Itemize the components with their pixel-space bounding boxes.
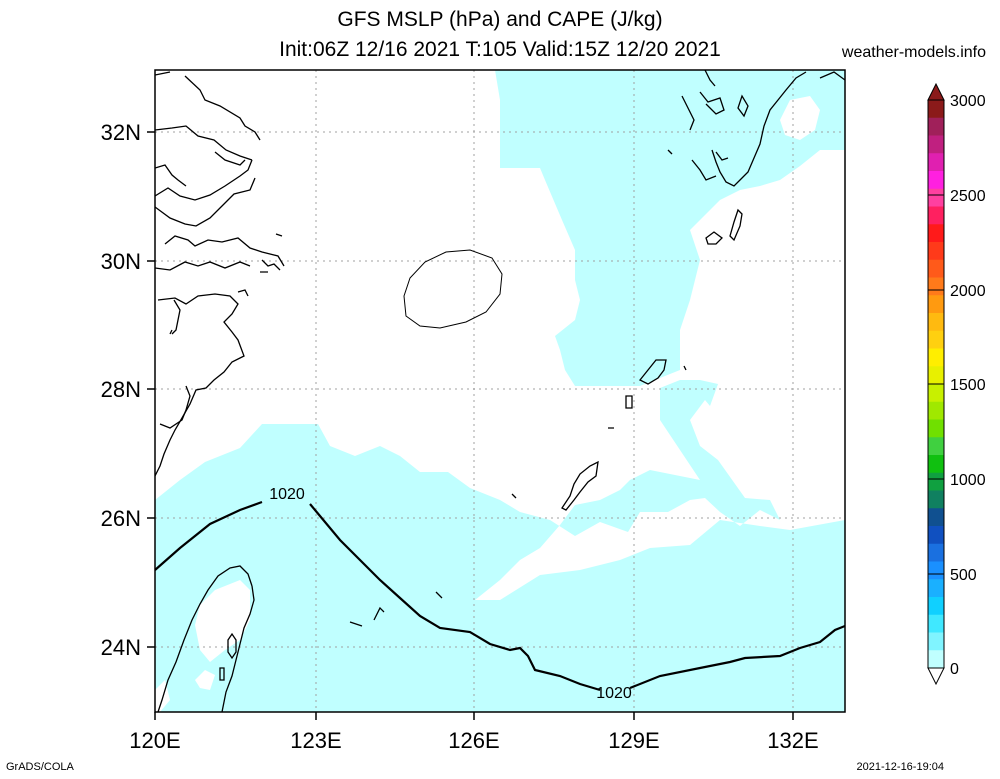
colorbar-swatch: [928, 508, 944, 527]
high-pressure-contour: [403, 249, 503, 329]
colorbar-swatch: [928, 259, 944, 278]
colorbar-swatch: [928, 188, 944, 207]
colorbar-swatch: [928, 171, 944, 190]
cape-region-west: [500, 70, 540, 168]
colorbar-swatch: [928, 597, 944, 616]
colorbar-label: 2500: [950, 188, 986, 205]
lon-label: 120E: [129, 728, 180, 753]
coast-taiwan-small: [219, 667, 225, 681]
colorbar-swatch: [928, 579, 944, 598]
isobar-1020: [155, 500, 845, 692]
colorbar-swatch: [928, 366, 944, 385]
colorbar-swatch: [928, 348, 944, 367]
colorbar-swatch: [928, 313, 944, 332]
colorbar-swatch: [928, 650, 944, 669]
colorbar-swatch: [928, 330, 944, 349]
colorbar-label: 1500: [950, 377, 986, 394]
colorbar-label: 2000: [950, 283, 986, 300]
colorbar-swatch: [928, 561, 944, 580]
colorbar-swatch: [928, 455, 944, 474]
colorbar-swatch: [928, 206, 944, 225]
graticule: [155, 70, 845, 712]
coast-amami: [349, 359, 687, 627]
cape-region-southeast: [155, 380, 845, 712]
colorbar-label: 1000: [950, 472, 986, 489]
isobar-label: 1020: [269, 486, 305, 503]
colorbar-label: 0: [950, 661, 959, 678]
lat-label: 24N: [101, 635, 141, 660]
colorbar-swatch: [928, 100, 944, 119]
colorbar-swatch: [928, 117, 944, 136]
colorbar-swatch: [928, 526, 944, 545]
map-frame: [154, 69, 846, 713]
lat-label: 26N: [101, 506, 141, 531]
cape-hole-taiwan-south: [195, 670, 215, 690]
lon-label: 129E: [608, 728, 659, 753]
colorbar-swatch: [928, 384, 944, 403]
cape-hole-taiwan-north: [210, 604, 232, 628]
axis-ticks: [147, 131, 794, 720]
coast-yakushima: [667, 149, 673, 155]
colorbar-swatch: [928, 632, 944, 651]
lat-label: 32N: [101, 120, 141, 145]
isobar-label: 1020: [596, 685, 632, 702]
isobar-layer: [155, 249, 845, 692]
colorbar-swatch: [928, 242, 944, 261]
coast-ryukyu-okinawa: [561, 460, 599, 511]
colorbar-swatch: [928, 437, 944, 456]
coast-islands-zhoushan: [237, 233, 283, 297]
coast-taiwan: [157, 565, 253, 712]
coastlines: [155, 70, 845, 712]
cape-hole-kyushu: [780, 96, 820, 140]
colorbar-label: 500: [950, 567, 977, 584]
coast-tanegashima: [705, 208, 743, 245]
colorbar-swatch: [928, 419, 944, 438]
colorbar-label: 3000: [950, 93, 986, 110]
lon-label: 123E: [290, 728, 341, 753]
lat-label: 28N: [101, 377, 141, 402]
coast-china-inner: [159, 299, 191, 429]
site-credit: weather-models.info: [841, 44, 986, 61]
chart-subtitle: Init:06Z 12/16 2021 T:105 Valid:15Z 12/2…: [279, 38, 721, 61]
colorbar: [927, 99, 945, 669]
colorbar-swatch: [928, 543, 944, 562]
lat-label: 30N: [101, 249, 141, 274]
coast-taiwan-east: [221, 585, 255, 712]
coast-kyushu: [681, 70, 845, 187]
colorbar-swatch: [928, 614, 944, 633]
colorbar-swatch: [928, 401, 944, 420]
lon-label: 126E: [448, 728, 499, 753]
software-credit: GrADS/COLA: [6, 761, 74, 773]
coast-china: [155, 71, 285, 477]
colorbar-swatch: [928, 472, 944, 491]
colorbar-swatch: [928, 277, 944, 296]
colorbar-swatch: [928, 153, 944, 172]
colorbar-swatch: [928, 224, 944, 243]
colorbar-max-arrow: [927, 82, 945, 101]
coast-taiwan-ellipse: [227, 632, 237, 660]
colorbar-swatch: [928, 295, 944, 314]
lon-label: 132E: [767, 728, 818, 753]
colorbar-min-arrow: [927, 667, 945, 686]
chart-title: GFS MSLP (hPa) and CAPE (J/kg): [337, 8, 663, 31]
colorbar-swatch: [928, 490, 944, 509]
timestamp: 2021-12-16-19:04: [856, 761, 944, 773]
colorbar-swatch: [928, 135, 944, 154]
